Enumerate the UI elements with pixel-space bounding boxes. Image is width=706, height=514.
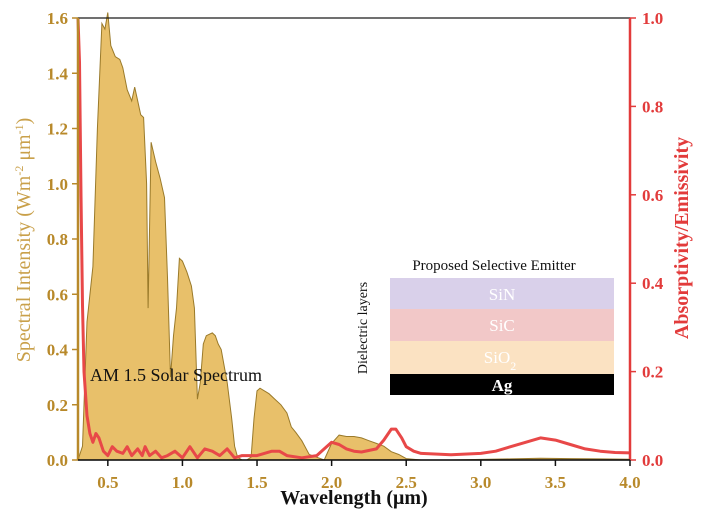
layer-sin bbox=[390, 278, 614, 309]
bottom-tick-label: 3.5 bbox=[545, 473, 566, 492]
solar-annotation: AM 1.5 Solar Spectrum bbox=[90, 365, 262, 385]
emissivity-curve bbox=[76, 17, 631, 460]
right-tick-label: 0.6 bbox=[642, 186, 663, 205]
layer-ag bbox=[390, 374, 614, 395]
layer-label-ag: Ag bbox=[492, 376, 513, 395]
dielectric-layers-label: Dielectric layers bbox=[356, 282, 371, 374]
bottom-tick-label: 2.5 bbox=[396, 473, 417, 492]
left-tick-label: 1.0 bbox=[47, 175, 68, 194]
bottom-tick-label: 2.0 bbox=[321, 473, 342, 492]
layer-label-sin: SiN bbox=[489, 285, 515, 304]
bottom-axis-ticks: 0.5 1.0 1.5 2.0 2.5 3.0 3.5 4.0 bbox=[97, 460, 641, 492]
bottom-tick-label: 1.0 bbox=[172, 473, 193, 492]
left-tick-label: 0.0 bbox=[47, 451, 68, 470]
left-tick-label: 1.4 bbox=[47, 64, 69, 83]
right-tick-label: 0.2 bbox=[642, 363, 663, 382]
left-tick-label: 0.6 bbox=[47, 285, 68, 304]
left-tick-label: 0.2 bbox=[47, 396, 68, 415]
inset-stack: Proposed Selective Emitter SiN SiC SiO2 … bbox=[356, 258, 614, 395]
right-tick-label: 0.0 bbox=[642, 451, 663, 470]
right-tick-label: 0.4 bbox=[642, 274, 664, 293]
bottom-tick-label: 1.5 bbox=[246, 473, 267, 492]
emissivity-line bbox=[76, 17, 631, 460]
left-tick-label: 0.4 bbox=[47, 341, 69, 360]
left-axis-title: Spectral Intensity (Wm-2 μm-1) bbox=[12, 118, 35, 363]
right-tick-label: 0.8 bbox=[642, 97, 663, 116]
solar-spectrum-area bbox=[77, 12, 631, 461]
bottom-tick-label: 3.0 bbox=[470, 473, 491, 492]
layer-label-sio2: SiO2 bbox=[484, 348, 516, 373]
left-tick-label: 1.2 bbox=[47, 120, 68, 139]
right-tick-label: 1.0 bbox=[642, 9, 663, 28]
layer-sic bbox=[390, 309, 614, 341]
left-tick-label: 1.6 bbox=[47, 9, 68, 28]
layer-label-sic: SiC bbox=[489, 316, 515, 335]
inset-title: Proposed Selective Emitter bbox=[412, 258, 575, 274]
left-tick-label: 0.8 bbox=[47, 230, 68, 249]
bottom-tick-label: 0.5 bbox=[97, 473, 118, 492]
left-axis-ticks: 0.0 0.2 0.4 0.6 0.8 1.0 1.2 1.4 1.6 bbox=[47, 9, 78, 470]
layer-sio2 bbox=[390, 341, 614, 374]
bottom-tick-label: 4.0 bbox=[619, 473, 640, 492]
right-axis-title: Absorptivity/Emissivity bbox=[671, 137, 693, 339]
right-axis-ticks: 0.0 0.2 0.4 0.6 0.8 1.0 bbox=[630, 9, 664, 470]
bottom-axis-title: Wavelength (μm) bbox=[280, 487, 427, 509]
solar-spectrum-fill bbox=[77, 12, 631, 461]
